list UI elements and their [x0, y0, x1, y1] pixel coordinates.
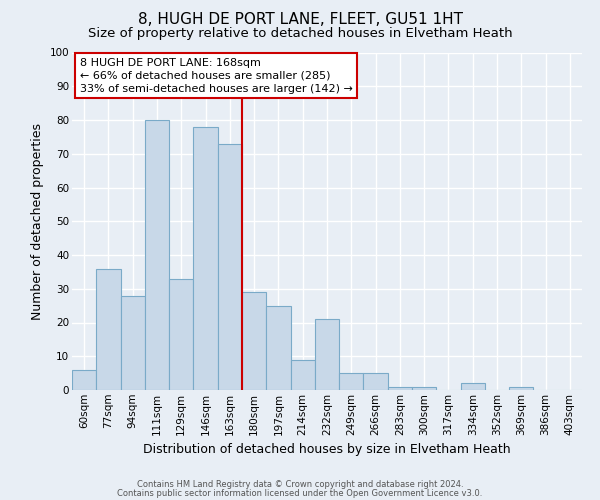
Text: 8, HUGH DE PORT LANE, FLEET, GU51 1HT: 8, HUGH DE PORT LANE, FLEET, GU51 1HT [137, 12, 463, 28]
Bar [509, 386, 533, 390]
Bar [145, 120, 169, 390]
Bar [315, 319, 339, 390]
Bar [364, 373, 388, 390]
Bar [121, 296, 145, 390]
Bar [266, 306, 290, 390]
Bar [169, 278, 193, 390]
Bar [388, 386, 412, 390]
Bar [193, 126, 218, 390]
Text: Size of property relative to detached houses in Elvetham Heath: Size of property relative to detached ho… [88, 28, 512, 40]
Bar [72, 370, 96, 390]
Bar [339, 373, 364, 390]
Text: Contains HM Land Registry data © Crown copyright and database right 2024.: Contains HM Land Registry data © Crown c… [137, 480, 463, 489]
Bar [218, 144, 242, 390]
Text: 8 HUGH DE PORT LANE: 168sqm
← 66% of detached houses are smaller (285)
33% of se: 8 HUGH DE PORT LANE: 168sqm ← 66% of det… [80, 58, 353, 94]
Bar [96, 268, 121, 390]
Bar [242, 292, 266, 390]
Bar [461, 383, 485, 390]
X-axis label: Distribution of detached houses by size in Elvetham Heath: Distribution of detached houses by size … [143, 443, 511, 456]
Y-axis label: Number of detached properties: Number of detached properties [31, 122, 44, 320]
Bar [290, 360, 315, 390]
Bar [412, 386, 436, 390]
Text: Contains public sector information licensed under the Open Government Licence v3: Contains public sector information licen… [118, 488, 482, 498]
